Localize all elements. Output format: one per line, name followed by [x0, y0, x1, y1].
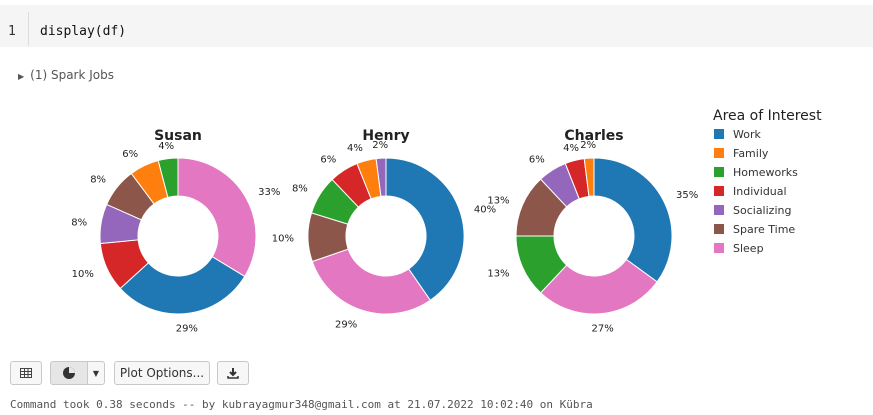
- chart-legend: Area of Interest Work Family Homeworks Indiv…: [713, 108, 822, 255]
- legend-swatch: [714, 129, 724, 139]
- slice-label: 2%: [580, 140, 596, 151]
- slice-label: 35%: [676, 190, 698, 201]
- pie-charts-area: Susan33%29%10%8%8%6%4%Henry40%29%10%8%6%…: [71, 108, 822, 335]
- download-button[interactable]: [217, 361, 249, 385]
- slice-label: 29%: [335, 319, 357, 330]
- slice-label: 27%: [592, 324, 614, 335]
- pie-slice-work[interactable]: [593, 157, 673, 283]
- pie-slice-homeworks[interactable]: [157, 157, 179, 198]
- download-icon: [227, 368, 239, 379]
- legend-swatch: [714, 148, 724, 158]
- spark-jobs-label: (1) Spark Jobs: [30, 68, 115, 82]
- slice-label: 13%: [487, 195, 509, 206]
- slice-label: 4%: [158, 141, 174, 152]
- pie-slice-sleep[interactable]: [539, 258, 658, 315]
- expand-triangle-icon: ▶: [18, 72, 25, 81]
- pie-slice-socializing[interactable]: [375, 157, 387, 197]
- slice-label: 10%: [272, 233, 294, 244]
- legend-title: Area of Interest: [713, 108, 822, 124]
- legend-swatch: [714, 186, 724, 196]
- slice-label: 10%: [72, 269, 94, 280]
- pie-slice-sleep[interactable]: [177, 157, 257, 278]
- line-number-separator: [28, 12, 29, 46]
- command-status: Command took 0.38 seconds -- by kubrayag…: [10, 398, 593, 411]
- slice-label: 4%: [563, 143, 579, 154]
- legend-item-sleep[interactable]: Sleep: [733, 242, 764, 255]
- legend-swatch: [714, 167, 724, 177]
- table-view-button[interactable]: [10, 361, 42, 385]
- donut-chart-henry: Henry 40% 29% 10% 8% 6% 4% 2%: [272, 128, 496, 330]
- slice-label: 40%: [474, 205, 496, 216]
- chart-title: Henry: [362, 128, 409, 144]
- chart-view-button[interactable]: [50, 361, 88, 385]
- legend-item-socializing[interactable]: Socializing: [733, 204, 791, 217]
- pie-chart-icon: [63, 367, 75, 379]
- line-number: 1: [8, 24, 16, 39]
- slice-label: 8%: [90, 175, 106, 186]
- pie-slice-sleep[interactable]: [311, 248, 431, 315]
- legend-item-family[interactable]: Family: [733, 147, 769, 160]
- pie-slice-work[interactable]: [385, 157, 465, 301]
- donut-chart-susan: Susan 33% 29% 10% 8% 8% 6% 4%: [71, 128, 280, 335]
- slice-label: 6%: [529, 154, 545, 165]
- pie-slice-family[interactable]: [583, 157, 595, 197]
- slice-label: 33%: [258, 187, 280, 198]
- legend-item-homeworks[interactable]: Homeworks: [733, 166, 798, 179]
- slice-label: 6%: [122, 149, 138, 160]
- legend-item-work[interactable]: Work: [733, 128, 761, 141]
- code-text[interactable]: display(df): [40, 24, 127, 39]
- pie-slice-work[interactable]: [119, 256, 246, 315]
- legend-swatch: [714, 243, 724, 253]
- plot-options-label: Plot Options...: [119, 366, 205, 380]
- code-cell[interactable]: [0, 5, 873, 47]
- legend-item-spare-time[interactable]: Spare Time: [733, 223, 795, 236]
- slice-label: 4%: [347, 143, 363, 154]
- slice-label: 6%: [320, 155, 336, 166]
- spark-jobs-toggle[interactable]: ▶ (1) Spark Jobs: [18, 68, 114, 82]
- slice-label: 29%: [176, 324, 198, 335]
- slice-label: 8%: [292, 183, 308, 194]
- chart-type-dropdown[interactable]: ▼: [87, 361, 105, 385]
- caret-down-icon: ▼: [92, 368, 100, 378]
- chart-title: Charles: [564, 128, 623, 144]
- legend-item-individual[interactable]: Individual: [733, 185, 787, 198]
- legend-swatch: [714, 224, 724, 234]
- legend-swatch: [714, 205, 724, 215]
- chart-title: Susan: [154, 128, 202, 144]
- slice-label: 13%: [487, 269, 509, 280]
- slice-label: 2%: [372, 140, 388, 151]
- plot-options-button[interactable]: Plot Options...: [114, 361, 210, 385]
- donut-chart-charles: Charles 35% 27% 13% 13% 6% 4% 2%: [487, 128, 698, 335]
- table-icon: [20, 368, 32, 378]
- slice-label: 8%: [71, 217, 87, 228]
